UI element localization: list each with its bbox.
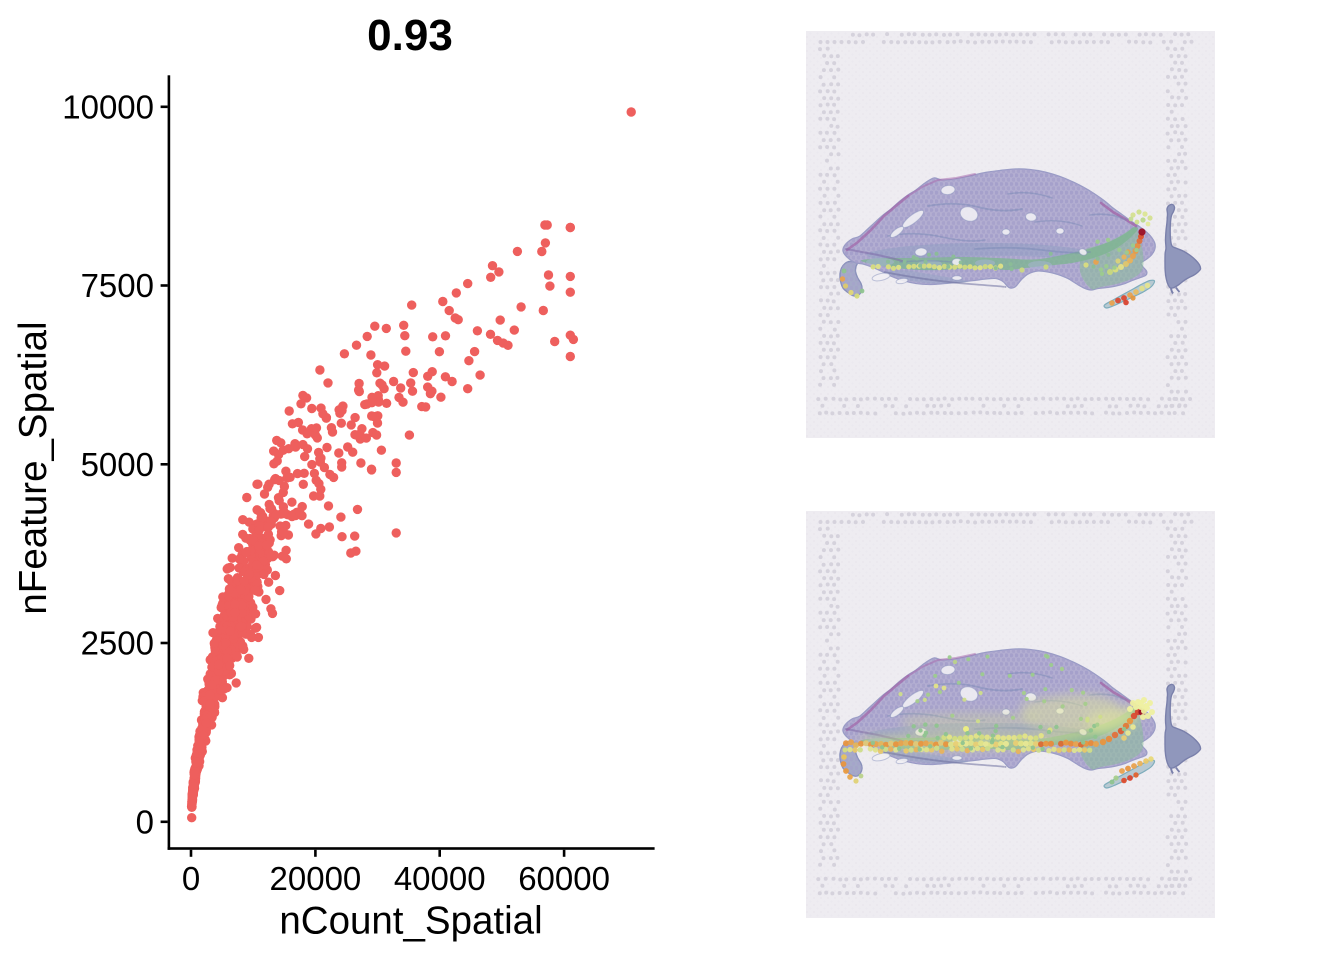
svg-text:nCount_Spatial: nCount_Spatial bbox=[279, 900, 542, 943]
svg-text:nFeature_Spatial: nFeature_Spatial bbox=[12, 321, 55, 614]
svg-text:60000: 60000 bbox=[518, 860, 610, 897]
svg-text:0.93: 0.93 bbox=[367, 11, 453, 60]
svg-text:7500: 7500 bbox=[81, 267, 154, 304]
svg-text:2500: 2500 bbox=[81, 625, 154, 662]
svg-text:10000: 10000 bbox=[62, 88, 154, 125]
svg-text:5000: 5000 bbox=[81, 446, 154, 483]
svg-text:20000: 20000 bbox=[270, 860, 362, 897]
svg-text:0: 0 bbox=[136, 803, 154, 840]
svg-text:40000: 40000 bbox=[394, 860, 486, 897]
svg-text:0: 0 bbox=[182, 860, 200, 897]
